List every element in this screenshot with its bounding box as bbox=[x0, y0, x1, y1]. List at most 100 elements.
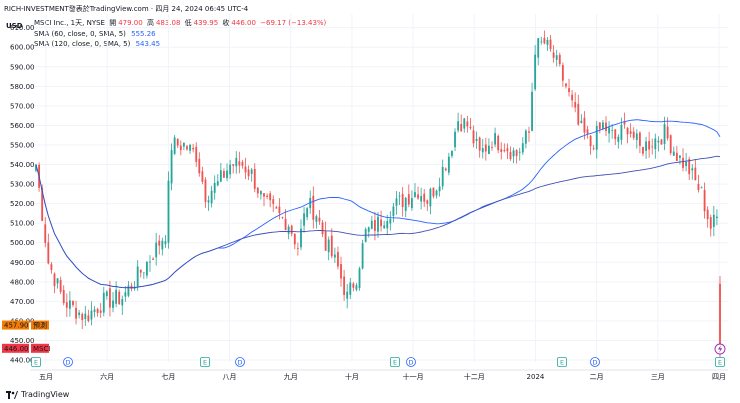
currency-label: USD bbox=[6, 22, 23, 30]
candle-body bbox=[454, 131, 456, 148]
candle-body bbox=[164, 241, 167, 245]
candle-body bbox=[583, 117, 586, 133]
candle-body bbox=[429, 188, 432, 207]
candle-body bbox=[414, 192, 416, 197]
candle-body bbox=[269, 193, 272, 201]
candle-body bbox=[136, 266, 139, 287]
candle-body bbox=[546, 39, 549, 45]
candle-body bbox=[549, 39, 552, 49]
y-tick-label: 600.00 bbox=[10, 44, 35, 52]
y-tick-label: 520.00 bbox=[10, 200, 35, 208]
candle-body bbox=[401, 193, 404, 208]
earnings-marker bbox=[390, 357, 400, 367]
tradingview-logo-icon bbox=[6, 390, 18, 399]
candle-body bbox=[574, 102, 577, 108]
candle-body bbox=[666, 126, 669, 139]
candle-body bbox=[198, 158, 201, 174]
candle-body bbox=[81, 313, 84, 320]
candle-body bbox=[210, 190, 213, 204]
candle-body bbox=[195, 146, 198, 162]
candle-body bbox=[491, 147, 493, 148]
candle-body bbox=[497, 135, 500, 151]
candle-body bbox=[524, 130, 527, 144]
candle-body bbox=[423, 193, 426, 202]
candle-body bbox=[552, 52, 555, 58]
candle-body bbox=[568, 88, 570, 93]
candle-body bbox=[173, 137, 176, 154]
legend-sma120-row[interactable]: SMA (120, close, 0, SMA, 5) 543.45 bbox=[34, 39, 328, 50]
candle-body bbox=[78, 312, 81, 315]
candle-body bbox=[361, 243, 364, 269]
legend-sma60-row[interactable]: SMA (60, close, 0, SMA, 5) 555.26 bbox=[34, 29, 328, 40]
candle-body bbox=[392, 206, 395, 216]
candle-body bbox=[586, 129, 589, 134]
candle-body bbox=[102, 292, 105, 313]
candle-body bbox=[226, 170, 228, 179]
candle-body bbox=[84, 313, 87, 320]
candle-body bbox=[142, 272, 145, 274]
x-tick-label: 五月 bbox=[39, 373, 53, 381]
candle-body bbox=[635, 133, 638, 140]
candle-body bbox=[235, 157, 238, 167]
candle-body bbox=[247, 169, 250, 177]
dividend-marker-label: D bbox=[65, 359, 70, 367]
candle-body bbox=[688, 159, 691, 175]
candle-body bbox=[337, 252, 339, 267]
legend-sma60-label: SMA (60, close, 0, SMA, 5) bbox=[34, 29, 126, 38]
dividend-marker bbox=[235, 357, 245, 367]
dividend-marker bbox=[63, 357, 73, 367]
y-tick-label: 560.00 bbox=[10, 122, 35, 130]
candle-body bbox=[158, 240, 161, 246]
candle-body bbox=[518, 151, 521, 153]
candle-body bbox=[367, 227, 370, 232]
candle-body bbox=[494, 133, 497, 145]
price-tag-value-bg bbox=[2, 343, 29, 353]
candle-body bbox=[229, 164, 232, 175]
candle-body bbox=[349, 282, 352, 295]
candle-body bbox=[44, 224, 47, 243]
candle-body bbox=[386, 221, 389, 229]
y-tick-label: 610.00 bbox=[10, 24, 35, 32]
candle-body bbox=[457, 121, 460, 131]
candle-body bbox=[632, 131, 635, 138]
candle-body bbox=[580, 120, 583, 123]
candle-body bbox=[478, 137, 481, 151]
earnings-marker bbox=[200, 357, 210, 367]
candle-body bbox=[115, 289, 118, 304]
candle-body bbox=[250, 169, 253, 174]
candle-body bbox=[435, 190, 438, 196]
candle-body bbox=[463, 118, 466, 129]
candle-body bbox=[373, 220, 376, 231]
x-tick-label: 四月 bbox=[712, 373, 726, 381]
candle-body bbox=[318, 217, 321, 222]
candle-body bbox=[679, 155, 681, 158]
candle-body bbox=[537, 38, 540, 58]
candle-body bbox=[346, 291, 349, 299]
candle-body bbox=[648, 140, 651, 150]
x-tick-label: 七月 bbox=[161, 372, 175, 381]
candle-body bbox=[642, 146, 644, 154]
candle-body bbox=[555, 55, 558, 60]
candle-body bbox=[340, 264, 342, 279]
x-tick-label: 九月 bbox=[284, 372, 298, 381]
candle-body bbox=[534, 54, 537, 90]
y-tick-label: 590.00 bbox=[10, 63, 35, 71]
earnings-marker-label: E bbox=[34, 359, 38, 367]
x-tick-label: 十月 bbox=[345, 372, 359, 381]
candle-body bbox=[512, 150, 515, 157]
legend-change: −69.17 (−13.43%) bbox=[260, 19, 327, 27]
candle-body bbox=[481, 148, 484, 153]
candle-body bbox=[90, 310, 93, 320]
candle-body bbox=[259, 191, 262, 195]
candle-body bbox=[460, 124, 463, 132]
candle-body bbox=[352, 283, 355, 288]
x-tick-label: 二月 bbox=[590, 373, 604, 381]
candle-body bbox=[287, 226, 290, 234]
candle-body bbox=[719, 283, 721, 349]
footer-brand[interactable]: TradingView bbox=[21, 390, 70, 399]
candle-body bbox=[487, 145, 490, 154]
candle-body bbox=[207, 200, 210, 203]
sma120-line bbox=[35, 155, 721, 289]
candle-body bbox=[380, 219, 383, 227]
